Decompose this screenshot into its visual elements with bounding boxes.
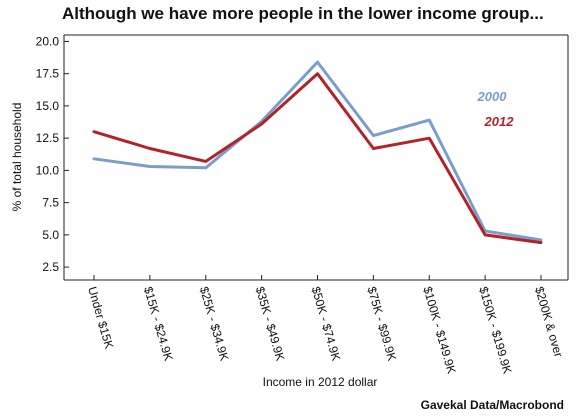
x-tick-label: $150K - $199.9K	[476, 285, 514, 375]
y-tick-label: 17.5	[36, 67, 60, 81]
x-tick-label: $25K - $34.9K	[197, 285, 232, 363]
y-tick-label: 2.5	[42, 260, 59, 274]
x-tick-label: $50K - $74.9K	[309, 285, 344, 363]
series-layer	[92, 60, 543, 245]
y-tick-label: 10.0	[36, 163, 60, 177]
y-axis-label: % of total household	[10, 103, 24, 212]
x-tick-label: $75K - $99.9K	[364, 285, 399, 363]
labels-layer: 2000 2012	[477, 89, 515, 129]
x-tick-label: $35K - $49.9K	[253, 285, 288, 363]
y-tick-label: 12.5	[36, 131, 60, 145]
x-tick-label: $15K - $24.9K	[141, 285, 176, 363]
source-note: Gavekal Data/Macrobond	[420, 398, 564, 412]
x-axis-label: Income in 2012 dollar	[263, 375, 378, 389]
legend-label-2000: 2000	[477, 89, 508, 104]
y-tick-label: 20.0	[36, 34, 60, 48]
y-tick-label: 15.0	[36, 99, 60, 113]
chart-title: Although we have more people in the lowe…	[62, 4, 544, 23]
x-tick-label: $200K & over	[532, 285, 566, 359]
x-tick-label: $100K - $149.9K	[420, 285, 458, 375]
x-tick-label: Under $15K	[85, 285, 116, 350]
y-tick-label: 5.0	[42, 228, 59, 242]
y-tick-label: 7.5	[42, 196, 59, 210]
chart-axes: 2.5 5.0 7.5 10.0 12.5 15.0 17.5 20.0 Under $15K $…	[36, 34, 569, 375]
legend-label-2012: 2012	[484, 114, 515, 129]
series-line-2012	[92, 72, 543, 245]
series-line-2000	[92, 60, 543, 242]
